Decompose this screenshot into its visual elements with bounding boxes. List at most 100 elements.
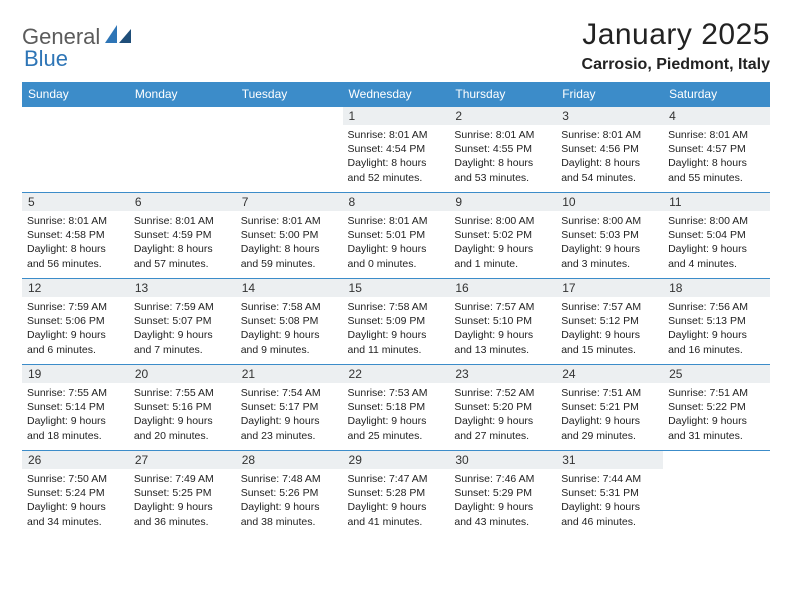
day-cell-content: 7 Sunrise: 8:01 AMSunset: 5:00 PMDaylight…	[236, 192, 343, 278]
day-cell-content: 24Sunrise: 7:51 AMSunset: 5:21 PMDayligh…	[556, 364, 663, 450]
empty-cell	[22, 106, 129, 192]
location-subtitle: Carrosio, Piedmont, Italy	[582, 56, 770, 74]
month-title: January 2025	[582, 18, 770, 52]
day-info: Sunrise: 7:50 AMSunset: 5:24 PMDaylight:…	[27, 472, 124, 529]
day-cell-content: 5 Sunrise: 8:01 AMSunset: 4:58 PMDaylight…	[22, 192, 129, 278]
day-number: 15	[343, 279, 450, 297]
day-cell-content: 28Sunrise: 7:48 AMSunset: 5:26 PMDayligh…	[236, 450, 343, 536]
day-cell-content: 18Sunrise: 7:56 AMSunset: 5:13 PMDayligh…	[663, 278, 770, 364]
day-number: 26	[22, 451, 129, 469]
day-info: Sunrise: 8:01 AMSunset: 4:59 PMDaylight:…	[134, 214, 231, 271]
day-cell-content: 30 Sunrise: 7:46 AMSunset: 5:29 PMDayligh…	[449, 450, 556, 536]
day-number: 3	[556, 107, 663, 125]
day-number: 29	[343, 451, 450, 469]
calendar-day-cell: 25Sunrise: 7:51 AMSunset: 5:22 PMDayligh…	[663, 364, 770, 450]
calendar-day-cell: 15 Sunrise: 7:58 AMSunset: 5:09 PMDayligh…	[343, 278, 450, 364]
day-cell-content: 3 Sunrise: 8:01 AMSunset: 4:56 PMDaylight…	[556, 106, 663, 192]
day-info: Sunrise: 7:58 AMSunset: 5:09 PMDaylight:…	[348, 300, 445, 357]
calendar-day-cell: 9 Sunrise: 8:00 AMSunset: 5:02 PMDaylight…	[449, 192, 556, 278]
day-cell-content: 15 Sunrise: 7:58 AMSunset: 5:09 PMDayligh…	[343, 278, 450, 364]
day-number: 19	[22, 365, 129, 383]
day-cell-content: 4Sunrise: 8:01 AMSunset: 4:57 PMDaylight…	[663, 106, 770, 192]
day-number: 7	[236, 193, 343, 211]
calendar-day-cell: 18Sunrise: 7:56 AMSunset: 5:13 PMDayligh…	[663, 278, 770, 364]
day-cell-content: 9 Sunrise: 8:00 AMSunset: 5:02 PMDaylight…	[449, 192, 556, 278]
day-info: Sunrise: 7:52 AMSunset: 5:20 PMDaylight:…	[454, 386, 551, 443]
day-number: 6	[129, 193, 236, 211]
calendar-week-row: 12Sunrise: 7:59 AMSunset: 5:06 PMDayligh…	[22, 278, 770, 364]
day-cell-content: 19Sunrise: 7:55 AMSunset: 5:14 PMDayligh…	[22, 364, 129, 450]
day-info: Sunrise: 8:01 AMSunset: 4:56 PMDaylight:…	[561, 128, 658, 185]
calendar-empty-cell	[129, 106, 236, 192]
day-cell-content: 31Sunrise: 7:44 AMSunset: 5:31 PMDayligh…	[556, 450, 663, 536]
day-info: Sunrise: 7:44 AMSunset: 5:31 PMDaylight:…	[561, 472, 658, 529]
day-info: Sunrise: 8:01 AMSunset: 4:55 PMDaylight:…	[454, 128, 551, 185]
calendar-day-cell: 14Sunrise: 7:58 AMSunset: 5:08 PMDayligh…	[236, 278, 343, 364]
day-number: 9	[449, 193, 556, 211]
calendar-day-cell: 21Sunrise: 7:54 AMSunset: 5:17 PMDayligh…	[236, 364, 343, 450]
day-number: 2	[449, 107, 556, 125]
header-row: General January 2025 Carrosio, Piedmont,…	[22, 18, 770, 74]
calendar-week-row: 1Sunrise: 8:01 AMSunset: 4:54 PMDaylight…	[22, 106, 770, 192]
day-info: Sunrise: 8:00 AMSunset: 5:04 PMDaylight:…	[668, 214, 765, 271]
day-info: Sunrise: 7:49 AMSunset: 5:25 PMDaylight:…	[134, 472, 231, 529]
day-number: 12	[22, 279, 129, 297]
calendar-day-cell: 13Sunrise: 7:59 AMSunset: 5:07 PMDayligh…	[129, 278, 236, 364]
day-info: Sunrise: 7:47 AMSunset: 5:28 PMDaylight:…	[348, 472, 445, 529]
day-info: Sunrise: 8:01 AMSunset: 5:01 PMDaylight:…	[348, 214, 445, 271]
day-cell-content: 10Sunrise: 8:00 AMSunset: 5:03 PMDayligh…	[556, 192, 663, 278]
calendar-day-cell: 30 Sunrise: 7:46 AMSunset: 5:29 PMDayligh…	[449, 450, 556, 536]
day-cell-content: 2 Sunrise: 8:01 AMSunset: 4:55 PMDaylight…	[449, 106, 556, 192]
day-info: Sunrise: 8:01 AMSunset: 5:00 PMDaylight:…	[241, 214, 338, 271]
day-cell-content: 6 Sunrise: 8:01 AMSunset: 4:59 PMDaylight…	[129, 192, 236, 278]
day-info: Sunrise: 7:46 AMSunset: 5:29 PMDaylight:…	[454, 472, 551, 529]
calendar-page: General January 2025 Carrosio, Piedmont,…	[0, 0, 792, 546]
day-cell-content: 20Sunrise: 7:55 AMSunset: 5:16 PMDayligh…	[129, 364, 236, 450]
calendar-empty-cell	[663, 450, 770, 536]
calendar-day-cell: 3 Sunrise: 8:01 AMSunset: 4:56 PMDaylight…	[556, 106, 663, 192]
calendar-day-cell: 1Sunrise: 8:01 AMSunset: 4:54 PMDaylight…	[343, 106, 450, 192]
day-info: Sunrise: 8:01 AMSunset: 4:58 PMDaylight:…	[27, 214, 124, 271]
day-header-tuesday: Tuesday	[236, 82, 343, 106]
calendar-day-cell: 19Sunrise: 7:55 AMSunset: 5:14 PMDayligh…	[22, 364, 129, 450]
day-header-thursday: Thursday	[449, 82, 556, 106]
day-info: Sunrise: 7:48 AMSunset: 5:26 PMDaylight:…	[241, 472, 338, 529]
day-cell-content: 27Sunrise: 7:49 AMSunset: 5:25 PMDayligh…	[129, 450, 236, 536]
day-number: 20	[129, 365, 236, 383]
calendar-day-cell: 28Sunrise: 7:48 AMSunset: 5:26 PMDayligh…	[236, 450, 343, 536]
day-number: 4	[663, 107, 770, 125]
calendar-day-cell: 23 Sunrise: 7:52 AMSunset: 5:20 PMDayligh…	[449, 364, 556, 450]
day-info: Sunrise: 7:51 AMSunset: 5:21 PMDaylight:…	[561, 386, 658, 443]
day-cell-content: 17Sunrise: 7:57 AMSunset: 5:12 PMDayligh…	[556, 278, 663, 364]
day-info: Sunrise: 7:58 AMSunset: 5:08 PMDaylight:…	[241, 300, 338, 357]
day-header-monday: Monday	[129, 82, 236, 106]
day-number: 16	[449, 279, 556, 297]
day-number: 23	[449, 365, 556, 383]
empty-cell	[663, 450, 770, 536]
calendar-week-row: 5 Sunrise: 8:01 AMSunset: 4:58 PMDaylight…	[22, 192, 770, 278]
day-number: 5	[22, 193, 129, 211]
day-cell-content: 29 Sunrise: 7:47 AMSunset: 5:28 PMDayligh…	[343, 450, 450, 536]
day-header-saturday: Saturday	[663, 82, 770, 106]
calendar-day-cell: 26 Sunrise: 7:50 AMSunset: 5:24 PMDayligh…	[22, 450, 129, 536]
day-number: 1	[343, 107, 450, 125]
day-cell-content: 16Sunrise: 7:57 AMSunset: 5:10 PMDayligh…	[449, 278, 556, 364]
calendar-day-cell: 20Sunrise: 7:55 AMSunset: 5:16 PMDayligh…	[129, 364, 236, 450]
day-number: 11	[663, 193, 770, 211]
calendar-header: SundayMondayTuesdayWednesdayThursdayFrid…	[22, 82, 770, 106]
calendar-empty-cell	[22, 106, 129, 192]
day-cell-content: 12Sunrise: 7:59 AMSunset: 5:06 PMDayligh…	[22, 278, 129, 364]
day-header-sunday: Sunday	[22, 82, 129, 106]
day-cell-content: 14Sunrise: 7:58 AMSunset: 5:08 PMDayligh…	[236, 278, 343, 364]
day-info: Sunrise: 8:00 AMSunset: 5:02 PMDaylight:…	[454, 214, 551, 271]
day-number: 10	[556, 193, 663, 211]
day-number: 30	[449, 451, 556, 469]
calendar-day-cell: 11 Sunrise: 8:00 AMSunset: 5:04 PMDayligh…	[663, 192, 770, 278]
day-header-wednesday: Wednesday	[343, 82, 450, 106]
calendar-day-cell: 7 Sunrise: 8:01 AMSunset: 5:00 PMDaylight…	[236, 192, 343, 278]
day-info: Sunrise: 7:57 AMSunset: 5:12 PMDaylight:…	[561, 300, 658, 357]
calendar-day-cell: 29 Sunrise: 7:47 AMSunset: 5:28 PMDayligh…	[343, 450, 450, 536]
brand-sail-icon	[105, 25, 131, 50]
day-info: Sunrise: 7:51 AMSunset: 5:22 PMDaylight:…	[668, 386, 765, 443]
day-info: Sunrise: 7:54 AMSunset: 5:17 PMDaylight:…	[241, 386, 338, 443]
